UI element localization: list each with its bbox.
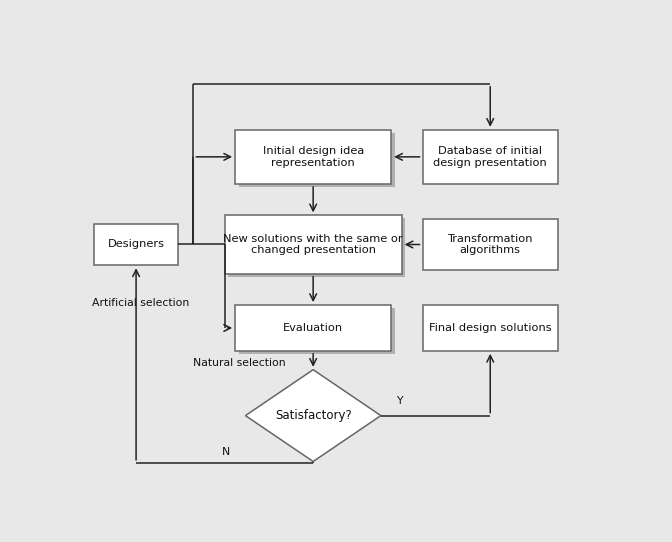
- Text: New solutions with the same or
changed presentation: New solutions with the same or changed p…: [223, 234, 403, 255]
- FancyBboxPatch shape: [235, 305, 391, 351]
- Text: Natural selection: Natural selection: [194, 358, 286, 369]
- Text: Database of initial
design presentation: Database of initial design presentation: [433, 146, 547, 167]
- Text: Satisfactory?: Satisfactory?: [275, 409, 351, 422]
- Text: Initial design idea
representation: Initial design idea representation: [263, 146, 364, 167]
- Text: Transformation
algorithms: Transformation algorithms: [448, 234, 533, 255]
- FancyBboxPatch shape: [94, 224, 177, 266]
- Text: Evaluation: Evaluation: [283, 323, 343, 333]
- FancyBboxPatch shape: [239, 133, 395, 187]
- FancyBboxPatch shape: [423, 220, 558, 269]
- Text: N: N: [222, 447, 230, 457]
- Text: Designers: Designers: [108, 240, 165, 249]
- Polygon shape: [245, 370, 381, 462]
- FancyBboxPatch shape: [228, 218, 405, 276]
- FancyBboxPatch shape: [239, 308, 395, 354]
- Text: Final design solutions: Final design solutions: [429, 323, 552, 333]
- FancyBboxPatch shape: [423, 305, 558, 351]
- FancyBboxPatch shape: [423, 130, 558, 184]
- Text: Y: Y: [396, 396, 403, 406]
- Text: Artificial selection: Artificial selection: [92, 298, 189, 308]
- FancyBboxPatch shape: [224, 215, 402, 274]
- FancyBboxPatch shape: [235, 130, 391, 184]
